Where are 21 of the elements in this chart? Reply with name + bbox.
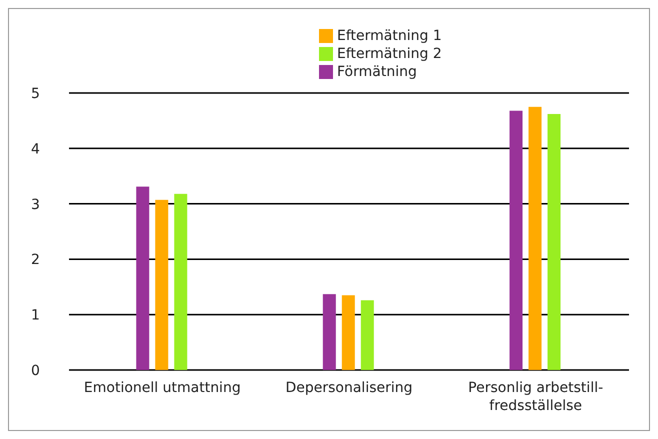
legend-label: Eftermätning 2 bbox=[337, 46, 442, 62]
x-tick-label: Personlig arbetstill- fredsställelse bbox=[468, 380, 604, 414]
legend-label: Förmätning bbox=[337, 64, 417, 80]
bar bbox=[510, 110, 523, 370]
bar bbox=[174, 194, 188, 370]
bar bbox=[322, 294, 336, 370]
bar bbox=[528, 106, 542, 370]
y-tick-label: 3 bbox=[31, 196, 40, 213]
x-tick-label: Emotionell utmattning bbox=[84, 380, 241, 396]
y-tick-label: 1 bbox=[31, 308, 40, 324]
bar bbox=[548, 114, 561, 370]
y-tick-label: 0 bbox=[31, 362, 40, 379]
bar bbox=[360, 300, 374, 370]
bar bbox=[155, 200, 168, 370]
y-tick-label: 5 bbox=[31, 86, 40, 102]
bar bbox=[136, 186, 150, 370]
x-tick-label: Depersonalisering bbox=[285, 380, 413, 396]
y-tick-label: 2 bbox=[31, 252, 40, 268]
legend-label: Eftermätning 1 bbox=[337, 28, 442, 44]
y-tick-label: 4 bbox=[31, 141, 40, 158]
bar bbox=[342, 295, 355, 370]
